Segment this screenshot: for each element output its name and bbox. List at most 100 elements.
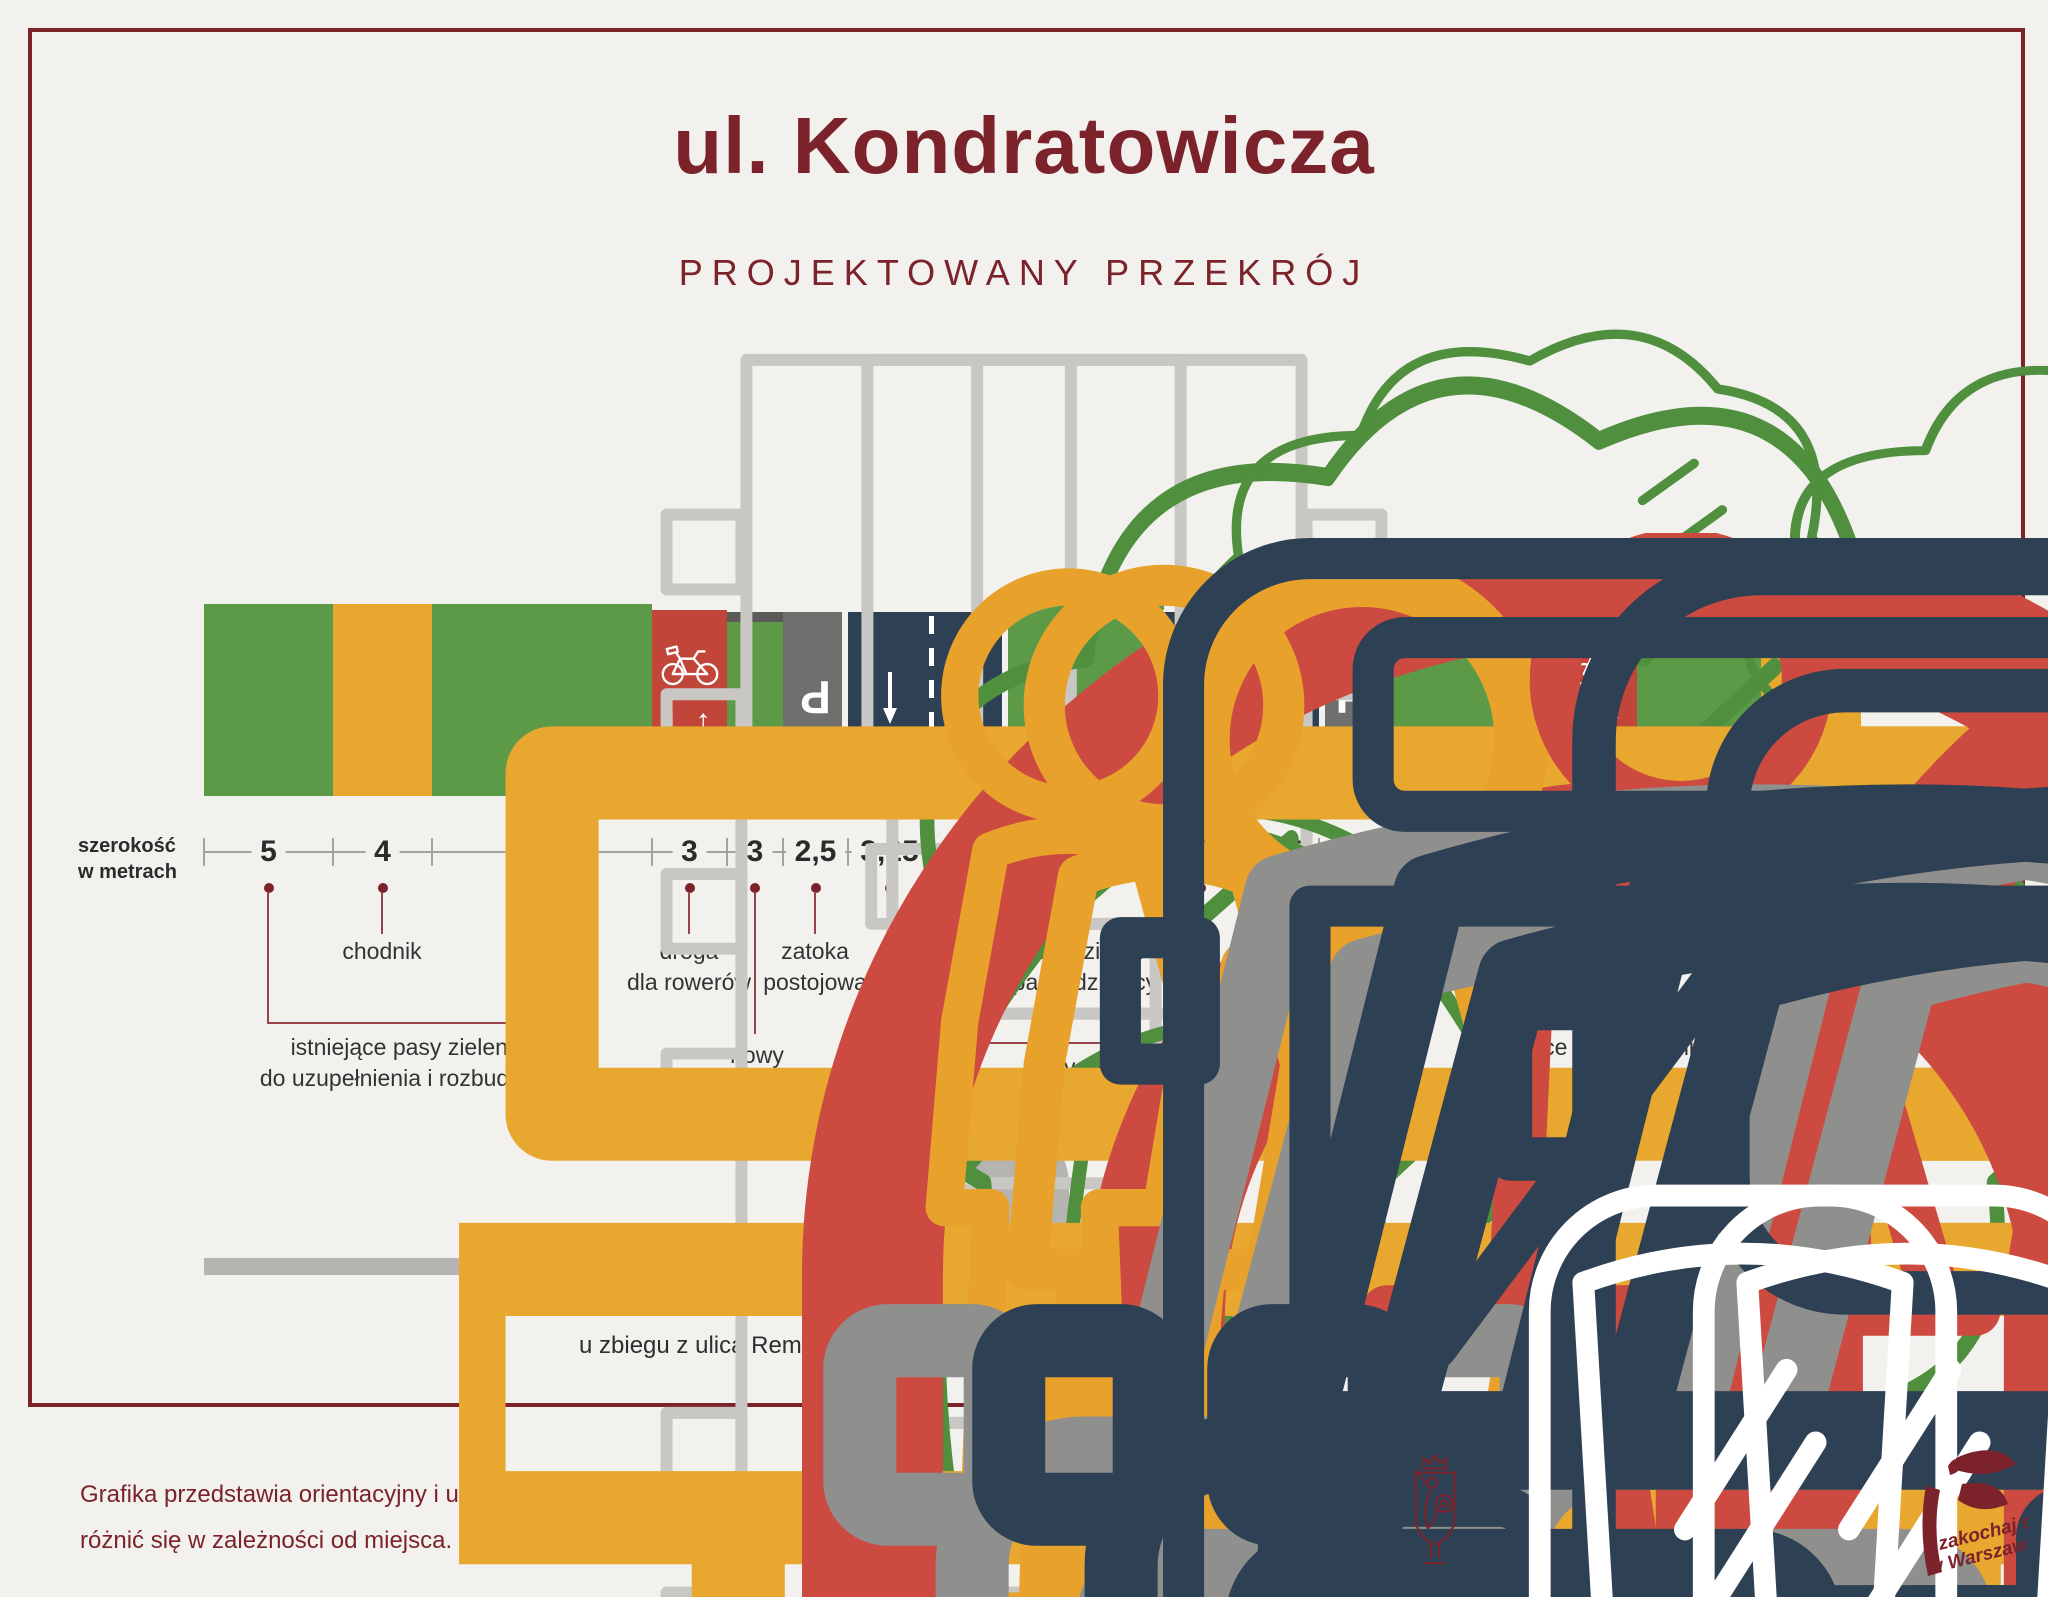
width-value: 3 [949,835,984,869]
band-parking-gray: P [783,612,848,796]
dimension-tick [726,838,728,866]
label-sidewalk-right: chodnik [1771,938,1851,964]
band-lane-navy [931,612,1002,796]
dimension-tick [1318,838,1320,866]
lane-dashed-divider [929,616,934,790]
dimension-tick [203,838,205,866]
leader-dot [1078,883,1088,893]
lane-arrow-up-icon [1193,670,1208,722]
zakochaj-sie-w-warszawie-logo-icon: zakochaj się w Warszawie [1922,1450,2028,1579]
leader-dot [1195,883,1206,893]
band-lane-navy [1164,612,1237,796]
band-lane-navy [1237,612,1319,796]
leader-dot [750,883,760,893]
leader-dot [1694,883,1704,893]
warsaw-mermaid-crest-icon [1414,1454,1456,1565]
width-value: 9 [524,835,560,869]
lane-dashed-divider [1235,616,1240,790]
metro-heading: 2 STACJE METRA [960,1286,1212,1316]
band-green [204,604,333,796]
band-green-capped [1383,622,1565,796]
label-existing-green-right: istniejące pasy zieleni, do uzupełnienia … [1440,1034,1732,1091]
lane-arrow-down-icon [882,672,897,724]
roadway-gap [842,610,848,796]
dimension-tick [847,838,849,866]
dimension-tick [431,838,433,866]
leader-dot [884,883,895,893]
logo-divider [1497,1460,1499,1588]
curb-cap [727,612,783,622]
band-green [432,604,652,796]
parking-letter: P [800,671,831,723]
width-value: 3 [737,835,773,869]
roadway-gap [1002,610,1008,796]
dimension-tick [1760,838,1762,866]
band-sidewalk-yellow [333,604,432,796]
bicycle-icon [1572,644,1630,686]
label-bike-path-right: droga dla rowerów [1539,938,1663,995]
label-new-green: nowy pas zieleni [702,1042,812,1099]
dimension-tick [1564,838,1566,866]
parking-letter: P [1335,671,1367,723]
lane-arrow-up-icon [1271,670,1285,722]
label-bike-path-left: droga dla rowerów [627,938,751,995]
svg-text:w Warszawie: w Warszawie [1926,1530,2028,1579]
band-lane-navy [848,612,931,796]
bicycle-icon [661,644,719,686]
band-green [1002,604,1164,796]
leader-dot [961,883,972,893]
width-value: 6,5 [1053,835,1113,869]
page-title: ul. Kondratowicza [673,101,1375,190]
leader-dot [1469,883,1479,893]
dimension-tick [1001,838,1003,866]
band-bike-red: ↓ ↑ [652,610,727,796]
width-value: 4 [1793,835,1829,869]
width-value: 2,5 [1321,835,1381,869]
dimension-tick [651,838,653,866]
band-green [1637,604,1761,796]
band-green-capped [727,622,783,796]
bike-two-way-arrows: ↓ ↑ [664,704,715,737]
width-value: 8 [1456,835,1492,869]
label-sidewalk-left: chodnik [342,938,422,964]
roadway-gap [1158,610,1164,796]
footer-disclaimer: Grafika przedstawia orientacyjny i upros… [80,1481,1187,1554]
label-existing-green-left: istniejące pasy zieleni, do uzupełnienia … [259,1034,551,1091]
lane-arrow-down-icon [959,672,974,724]
bike-two-way-arrows: ↓ ↑ [1575,704,1627,737]
leader-dot [1273,883,1283,893]
width-value: 3 [1183,835,1218,869]
ground-bar [204,1258,1861,1275]
label-traffic-lanes: pasy ruchu [1026,1054,1140,1080]
label-median-green: nowa zieleń w pasie dzielącym [989,938,1177,995]
svg-text:zakochaj się: zakochaj się [1935,1507,2028,1555]
metro-tunnel-right [1104,1120,1233,1258]
width-value: 4 [365,835,400,869]
band-sidewalk-yellow [1761,604,1861,796]
band-bike-red: ↓ ↑ [1565,610,1637,796]
width-value: 2,5 [785,835,846,869]
width-value: 3 [1583,835,1619,869]
metro-logo-icon: M [1764,1462,1864,1586]
leader-dot [537,883,547,893]
width-value: 3,25 [1239,835,1317,869]
width-unit-label: szerokość w metrach [78,835,177,883]
label-parking-bay-left: zatoka postojowa [763,938,867,995]
width-value: 3,25 [851,835,928,869]
dimension-tick [332,838,334,866]
width-value: 5 [251,835,286,869]
leader-dot [810,883,821,893]
dimension-tick [1382,838,1384,866]
leader-dot [377,883,388,893]
dimension-tick [782,838,784,866]
leader-dot [1596,883,1606,893]
metro-tunnel-left [940,1120,1069,1258]
leader-dot [263,883,274,893]
dimension-tick [1236,838,1238,866]
leader-dot [1346,883,1356,893]
dimension-tick [930,838,932,866]
width-value: 3 [672,835,707,869]
page-subtitle: PROJEKTOWANY PRZEKRÓJ [678,252,1370,293]
band-parking-gray: P [1319,612,1383,796]
